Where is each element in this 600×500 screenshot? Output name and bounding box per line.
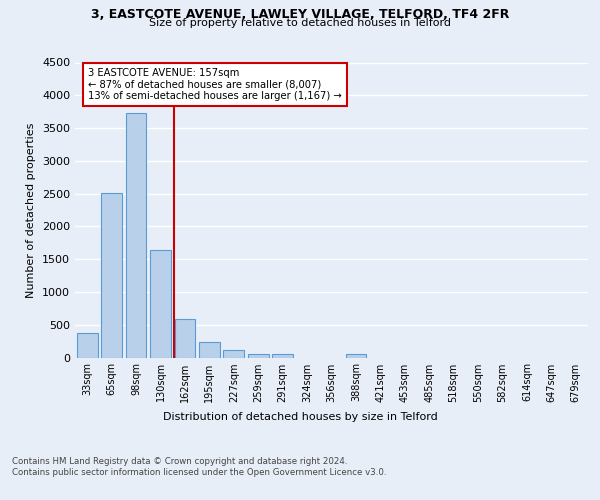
Bar	[248, 354, 269, 358]
Y-axis label: Number of detached properties: Number of detached properties	[26, 122, 37, 298]
Bar	[272, 354, 293, 358]
Text: Size of property relative to detached houses in Telford: Size of property relative to detached ho…	[149, 18, 451, 28]
Bar	[199, 342, 220, 357]
Bar	[125, 113, 146, 358]
Text: 3 EASTCOTE AVENUE: 157sqm
← 87% of detached houses are smaller (8,007)
13% of se: 3 EASTCOTE AVENUE: 157sqm ← 87% of detac…	[88, 68, 342, 101]
Bar	[346, 354, 367, 358]
Text: Distribution of detached houses by size in Telford: Distribution of detached houses by size …	[163, 412, 437, 422]
Bar	[223, 350, 244, 358]
Text: 3, EASTCOTE AVENUE, LAWLEY VILLAGE, TELFORD, TF4 2FR: 3, EASTCOTE AVENUE, LAWLEY VILLAGE, TELF…	[91, 8, 509, 20]
Bar	[77, 333, 98, 357]
Bar	[150, 250, 171, 358]
Text: Contains HM Land Registry data © Crown copyright and database right 2024.
Contai: Contains HM Land Registry data © Crown c…	[12, 458, 386, 477]
Bar	[175, 319, 196, 358]
Bar	[101, 193, 122, 358]
